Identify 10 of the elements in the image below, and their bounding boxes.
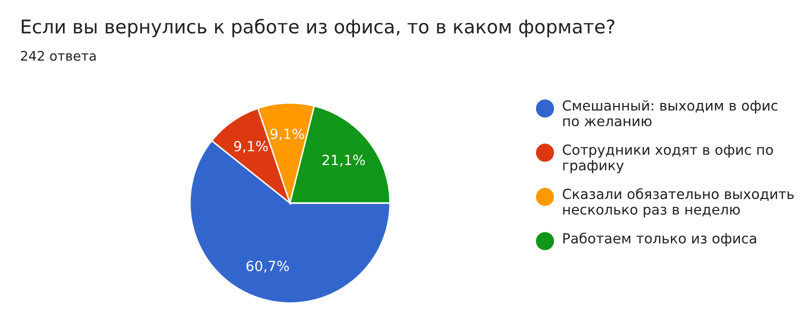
legend-label: Сотрудники ходят в офис по графику [562, 144, 773, 174]
text: 242 ответа [20, 50, 96, 61]
data-label: 60,7% [246, 260, 289, 273]
data-label: 9,1% [234, 140, 268, 153]
legend-label: Работаем только из офиса [563, 232, 756, 246]
data-label: 21,1% [322, 154, 365, 167]
legend-label: Смешанный: выходим в офис по желанию [562, 100, 778, 126]
data-label: 9,1% [270, 128, 304, 141]
legend-label: Сказали обязательно выходить несколько раз в неделю [562, 188, 794, 218]
chart-title: Если вы вернулись к работе из офиса, то в каком формате? [22, 18, 614, 38]
